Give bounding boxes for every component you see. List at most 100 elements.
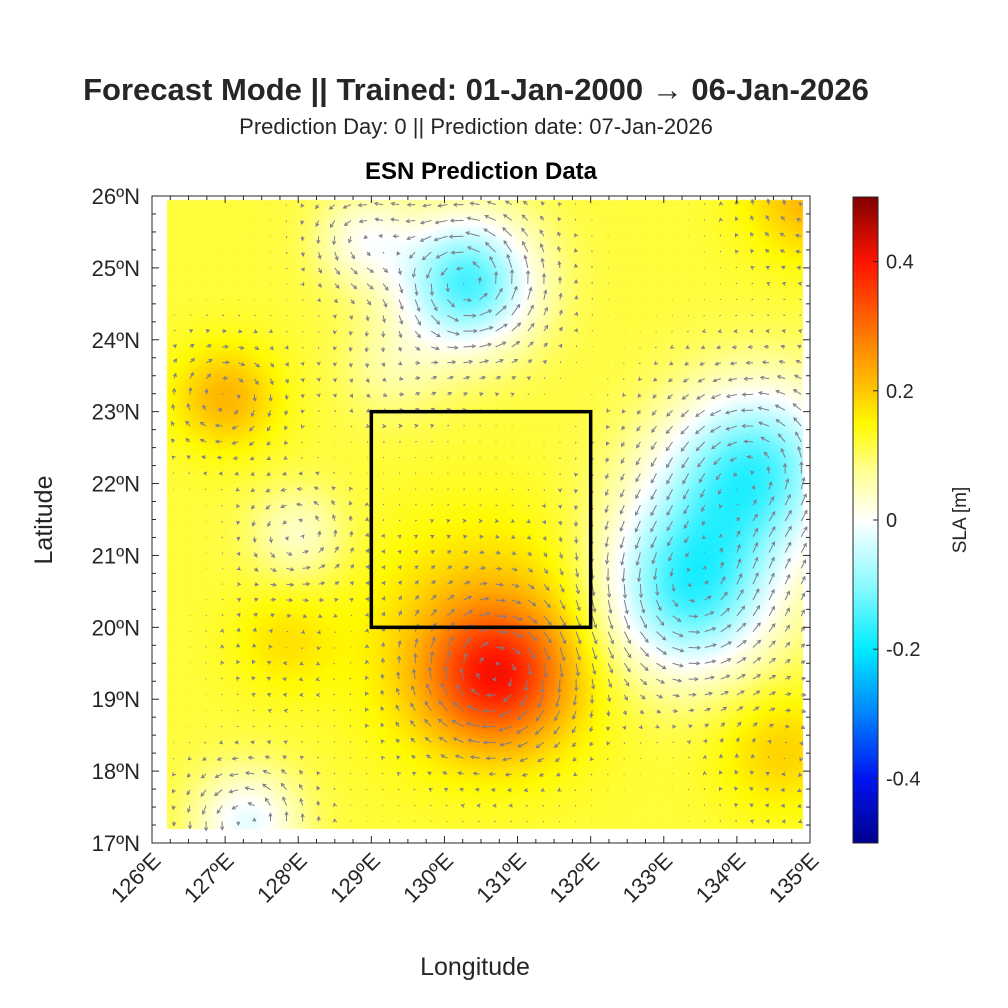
quiver-arrow <box>398 610 402 617</box>
quiver-arrow <box>217 407 223 413</box>
quiver-arrow <box>575 568 580 578</box>
quiver-arrow <box>366 393 371 398</box>
quiver-arrow <box>553 726 561 735</box>
quiver-arrow <box>455 684 464 696</box>
quiver-arrow <box>650 536 657 549</box>
quiver-arrow <box>543 377 546 380</box>
quiver-arrow <box>695 409 706 417</box>
quiver-arrow <box>718 201 723 206</box>
quiver-arrow <box>450 250 464 255</box>
quiver-arrow <box>396 772 402 777</box>
quiver-arrow <box>395 738 400 743</box>
quiver-arrow <box>543 306 549 316</box>
colorbar-tick-label: 0.2 <box>886 381 914 403</box>
quiver-arrow <box>718 217 724 222</box>
quiver-arrow <box>573 505 579 511</box>
quiver-arrow <box>247 755 255 760</box>
quiver-arrow <box>656 678 666 684</box>
quiver-arrow <box>348 362 354 368</box>
quiver-arrow <box>635 457 641 466</box>
quiver-arrow <box>575 599 581 612</box>
quiver-arrow <box>426 267 432 279</box>
quiver-arrow <box>591 584 596 597</box>
quiver-arrow <box>778 359 786 365</box>
quiver-arrow <box>236 598 242 603</box>
quiver-arrow <box>373 201 384 206</box>
quiver-arrow <box>396 251 401 256</box>
quiver-arrow <box>221 393 224 395</box>
quiver-arrow <box>521 772 528 777</box>
quiver-arrow <box>425 754 432 759</box>
quiver-arrow <box>365 564 370 570</box>
x-tick-label: 126ºE <box>106 848 166 908</box>
quiver-arrow <box>381 642 386 648</box>
colorbar-tick-label: -0.2 <box>886 639 920 661</box>
quiver-arrow <box>511 504 514 507</box>
quiver-arrow <box>764 231 770 237</box>
quiver-arrow <box>414 424 419 429</box>
quiver-arrow <box>463 359 474 364</box>
quiver-arrow <box>236 693 239 696</box>
quiver-arrow <box>329 220 336 229</box>
quiver-arrow <box>171 821 177 827</box>
quiver-arrow <box>214 423 223 428</box>
quiver-arrow <box>467 246 480 253</box>
quiver-arrow <box>682 473 690 485</box>
quiver-arrow <box>172 344 177 349</box>
quiver-arrow <box>424 736 432 743</box>
quiver-arrow <box>299 769 304 775</box>
quiver-arrow <box>543 342 548 348</box>
quiver-arrow <box>688 598 696 603</box>
quiver-arrow <box>349 530 354 537</box>
quiver-arrow <box>637 393 642 398</box>
quiver-arrow <box>333 613 338 618</box>
quiver-arrow <box>380 657 386 664</box>
quiver-arrow <box>414 330 422 339</box>
quiver-arrow <box>399 376 404 381</box>
quiver-arrow <box>447 424 450 427</box>
quiver-arrow <box>795 249 802 254</box>
quiver-arrow <box>701 328 707 333</box>
quiver-arrow <box>481 724 496 729</box>
quiver-arrow <box>364 659 370 665</box>
quiver-arrow <box>640 662 649 672</box>
quiver-arrow <box>733 786 739 791</box>
quiver-arrow <box>719 547 724 553</box>
quiver-arrow <box>452 202 464 207</box>
quiver-arrow <box>669 344 675 349</box>
quiver-arrow <box>172 372 177 379</box>
quiver-arrow <box>743 439 754 444</box>
quiver-arrow <box>793 417 802 427</box>
quiver-arrow <box>511 340 521 348</box>
quiver-arrow <box>607 773 609 776</box>
quiver-arrow <box>752 588 760 601</box>
quiver-arrow <box>511 583 520 588</box>
quiver-arrow <box>557 276 563 284</box>
quiver-arrow <box>254 582 260 587</box>
quiver-arrow <box>253 329 259 334</box>
quiver-arrow <box>266 456 271 461</box>
y-tick-labels: 17ºN 18ºN 19ºN 20ºN 21ºN 22ºN 23ºN 24ºN 25ºN 26ºN <box>92 184 140 856</box>
quiver-arrow <box>527 473 529 475</box>
quiver-arrow <box>655 584 660 597</box>
quiver-arrow <box>623 631 631 645</box>
quiver-arrow <box>634 536 641 550</box>
quiver-arrow <box>634 520 641 533</box>
quiver-arrow <box>605 568 611 582</box>
quiver-arrow <box>268 628 273 634</box>
quiver-arrow <box>315 220 320 228</box>
quiver-arrow <box>419 235 432 242</box>
quiver-arrow <box>343 220 352 227</box>
quiver-arrow <box>286 551 293 556</box>
quiver-arrow <box>516 726 529 734</box>
quiver-arrow <box>430 594 437 601</box>
quiver-arrow <box>482 740 496 745</box>
quiver-arrow <box>768 572 775 585</box>
quiver-arrow <box>650 473 657 484</box>
quiver-arrow <box>781 329 787 334</box>
quiver-arrow <box>397 549 402 555</box>
quiver-arrow <box>266 471 271 476</box>
quiver-arrow <box>463 298 473 303</box>
quiver-arrow <box>540 201 545 206</box>
quiver-arrow <box>460 803 465 808</box>
